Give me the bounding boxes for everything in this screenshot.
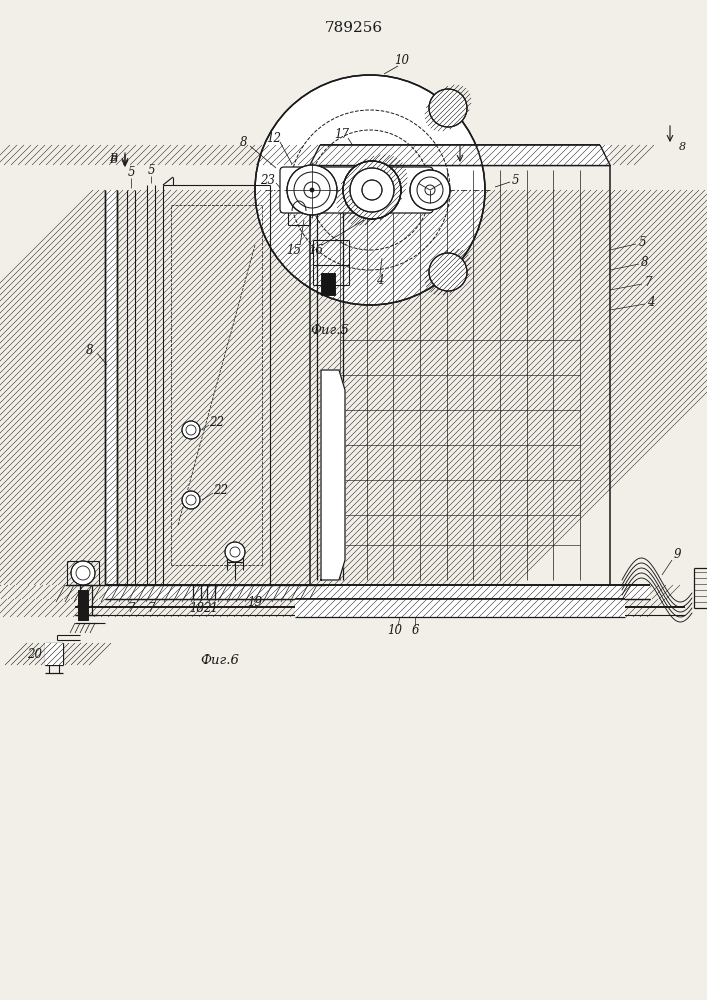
Text: 5: 5 (638, 235, 645, 248)
Text: B: B (109, 155, 117, 165)
Text: 5: 5 (511, 174, 519, 186)
Text: 15: 15 (286, 243, 301, 256)
Bar (105, 585, 650, 599)
Text: 7: 7 (147, 602, 155, 615)
Circle shape (362, 180, 382, 200)
Text: 21: 21 (204, 602, 218, 615)
Text: B: B (109, 153, 117, 163)
Circle shape (71, 561, 95, 585)
Text: 10: 10 (387, 624, 402, 638)
Text: 8: 8 (240, 135, 247, 148)
Text: 5: 5 (127, 165, 135, 178)
Circle shape (225, 542, 245, 562)
Text: 4: 4 (647, 296, 655, 308)
Text: 17: 17 (334, 127, 349, 140)
Text: 20: 20 (28, 648, 42, 660)
Text: 19: 19 (247, 596, 262, 609)
Text: 6: 6 (411, 624, 419, 638)
Circle shape (350, 168, 394, 212)
Text: 7: 7 (644, 275, 652, 288)
Text: 9: 9 (673, 548, 681, 562)
Text: 789256: 789256 (325, 21, 383, 35)
Circle shape (310, 188, 314, 192)
Circle shape (429, 253, 467, 291)
Text: 4: 4 (376, 273, 384, 286)
Text: 22: 22 (214, 484, 228, 496)
Polygon shape (321, 370, 345, 580)
Bar (310, 145, 610, 165)
Text: 12: 12 (267, 131, 281, 144)
Text: Фиг.5: Фиг.5 (310, 324, 349, 336)
Text: Фиг.6: Фиг.6 (201, 654, 240, 666)
Bar (78, 590, 88, 620)
Text: 22: 22 (209, 416, 225, 428)
Bar (295, 599, 625, 617)
Text: 5: 5 (147, 163, 155, 176)
Bar (105, 190, 117, 585)
Text: 16: 16 (308, 243, 324, 256)
Text: 18: 18 (189, 602, 204, 615)
Circle shape (343, 161, 401, 219)
Circle shape (182, 421, 200, 439)
Circle shape (410, 170, 450, 210)
Text: 7: 7 (127, 602, 135, 615)
Circle shape (182, 491, 200, 509)
FancyBboxPatch shape (280, 167, 433, 213)
Circle shape (429, 89, 467, 127)
Circle shape (343, 161, 401, 219)
Text: 8: 8 (679, 142, 686, 152)
Text: 8: 8 (86, 344, 94, 357)
Bar (321, 273, 335, 295)
Text: 10: 10 (395, 53, 409, 66)
Bar (45, 643, 63, 665)
Text: 8: 8 (641, 255, 649, 268)
Circle shape (287, 165, 337, 215)
Circle shape (255, 75, 485, 305)
Text: 23: 23 (260, 174, 276, 186)
